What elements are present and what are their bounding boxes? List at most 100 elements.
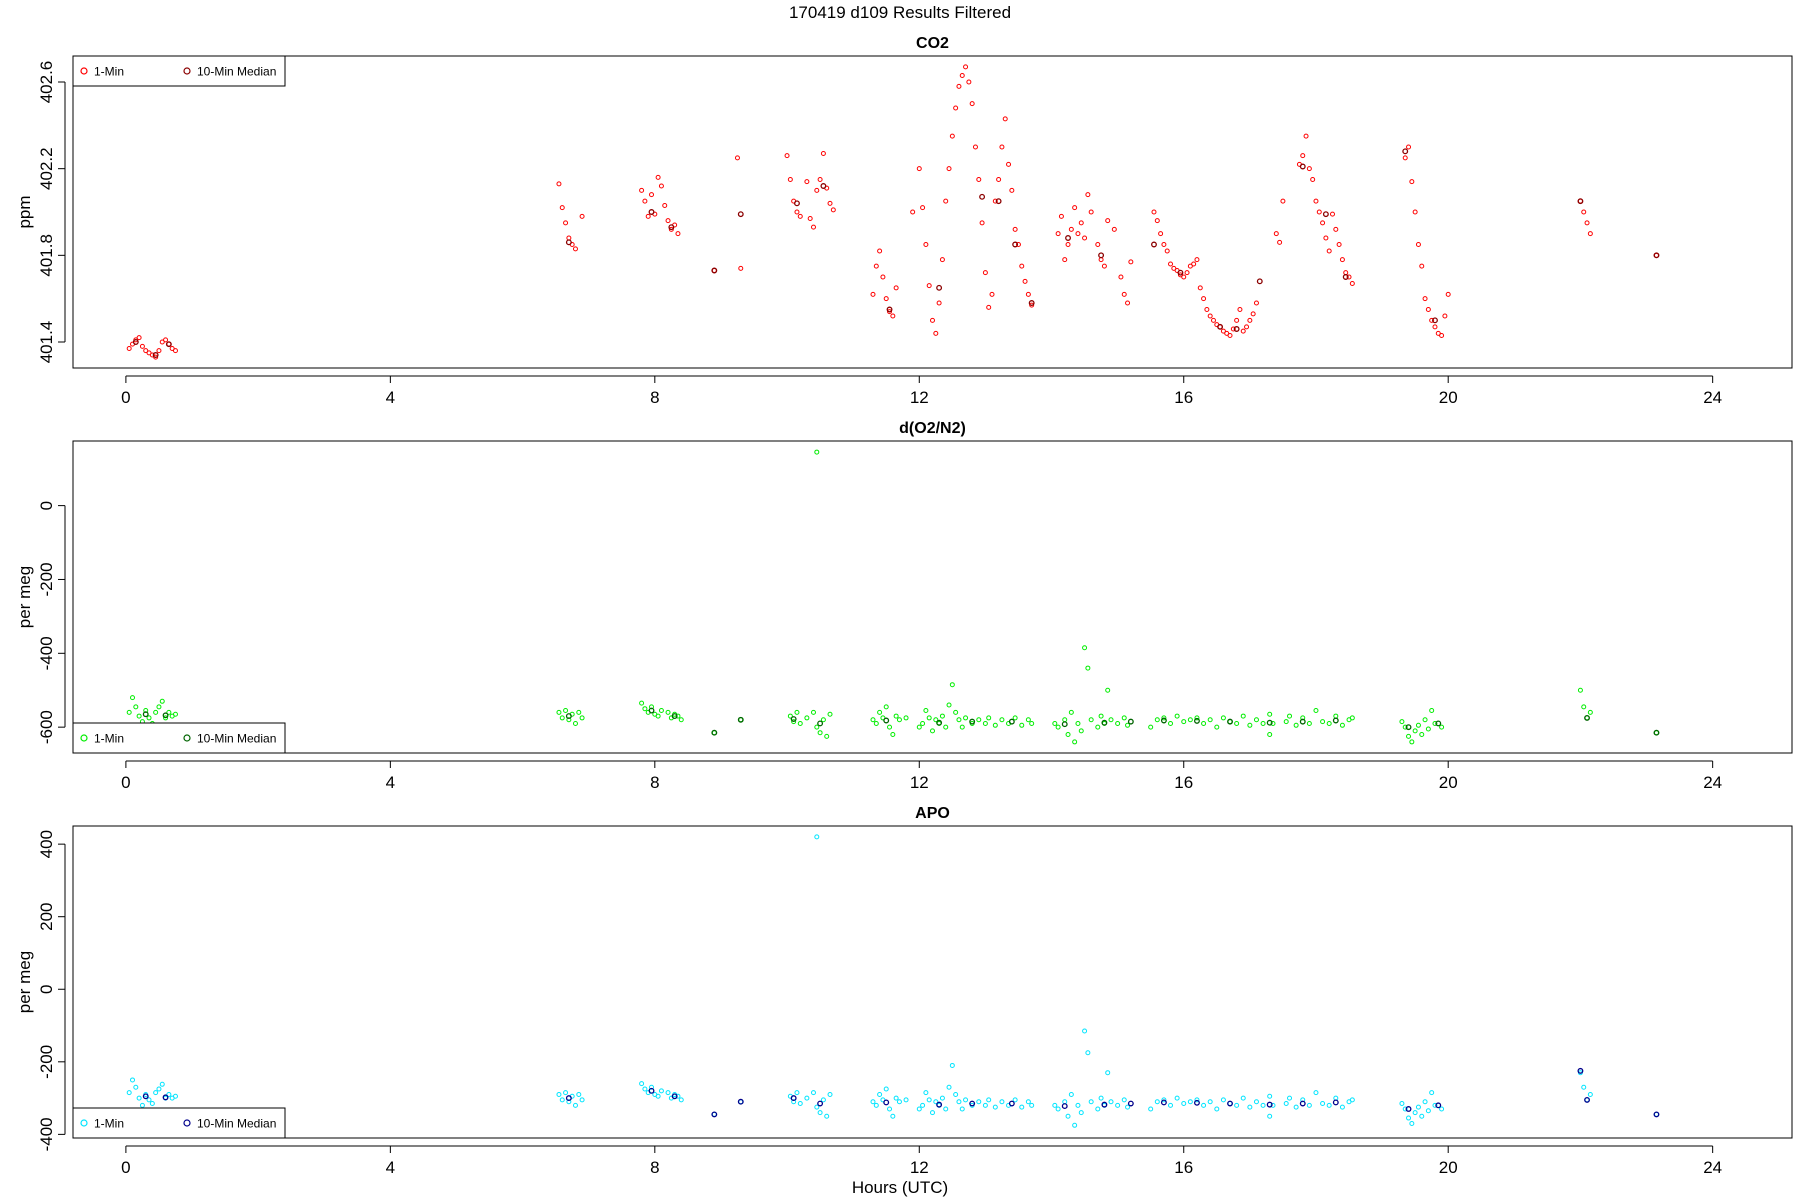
apo-1-min-point [658, 1088, 664, 1094]
apo-y-axis-label: per meg [15, 951, 34, 1013]
o2n2-legend-marker-10-min-median [183, 734, 191, 742]
apo-1-min-point [1168, 1102, 1174, 1108]
apo-legend-box [72, 1107, 286, 1139]
o2n2-1-min-point [1247, 722, 1253, 728]
co2-1-min-point [996, 177, 1002, 182]
o2n2-1-min-point [1148, 724, 1154, 730]
co2-panel: CO2 0 4 8 12 16 20 24 401.4 401.8 402.2 402.6 ppm 1-M… [15, 35, 1793, 407]
co2-1-min-point [1412, 209, 1418, 215]
o2n2-1-min-point [1260, 720, 1266, 726]
co2-1-min-point [1244, 324, 1250, 330]
apo-1-min-point [579, 1097, 585, 1103]
co2-1-min-point [916, 166, 922, 172]
apo-1-min-point [642, 1086, 648, 1092]
co2-1-min-point [126, 346, 132, 351]
co2-1-min-point [1194, 257, 1200, 263]
o2n2-1-min-point [1207, 717, 1213, 723]
o2n2-1-min-point [797, 720, 803, 726]
o2n2-y-tick-label: -600 [37, 710, 56, 744]
o2n2-1-min-point [1098, 713, 1104, 719]
co2-legend: 1-Min 10-Min Median [72, 55, 286, 87]
co2-10-min-median-point [1653, 252, 1660, 259]
o2n2-1-min-point [1425, 726, 1431, 732]
apo-1-min-point [678, 1097, 684, 1103]
o2n2-1-min-point [1313, 708, 1319, 714]
co2-1-min-point [883, 296, 889, 302]
co2-1-min-point [1088, 209, 1094, 215]
apo-1-min-point [976, 1099, 982, 1105]
co2-y-tick-label: 401.4 [37, 321, 56, 364]
apo-1-min-point [963, 1097, 969, 1103]
apo-1-min-point [1108, 1099, 1114, 1105]
o2n2-1-min-point [130, 695, 136, 701]
o2n2-1-min-point [1415, 722, 1421, 728]
co2-1-min-point [1227, 333, 1233, 338]
co2-1-min-point [787, 177, 793, 182]
o2n2-1-min-point [873, 720, 879, 726]
co2-1-min-point [1349, 281, 1355, 286]
o2n2-1-min-point [563, 708, 569, 714]
o2n2-1-min-point [963, 715, 969, 721]
o2n2-1-min-point [159, 698, 165, 704]
co2-1-min-point [830, 207, 836, 213]
apo-10-min-median-point [737, 1098, 744, 1105]
apo-10-min-median-point [648, 1087, 655, 1094]
o2n2-10-min-median-point [1435, 720, 1442, 727]
co2-legend-label-1-min: 1-Min [94, 65, 124, 79]
co2-1-min-point [1105, 218, 1111, 224]
apo-1-min-point [1121, 1097, 1127, 1103]
co2-10-min-median-point [132, 339, 139, 345]
o2n2-1-min-point [814, 449, 820, 455]
co2-1-min-point [804, 179, 810, 185]
apo-x-tick-label: 0 [121, 1158, 130, 1177]
apo-1-min-point [1283, 1101, 1289, 1107]
apo-1-min-point [903, 1097, 909, 1103]
o2n2-1-min-point [655, 713, 661, 719]
apo-1-min-point [1078, 1110, 1084, 1116]
co2-1-min-point [966, 79, 972, 85]
apo-1-min-point [1234, 1102, 1240, 1108]
apo-1-min-point [1085, 1050, 1091, 1056]
apo-1-min-point [1253, 1099, 1259, 1105]
apo-1-min-point [572, 1102, 578, 1108]
o2n2-1-min-point [949, 682, 955, 688]
co2-1-min-point [807, 216, 813, 221]
apo-1-min-point [556, 1091, 562, 1097]
co2-10-min-median-point [820, 183, 827, 189]
co2-10-min-median-point [1256, 278, 1263, 285]
co2-1-min-point [1002, 116, 1008, 122]
co2-1-min-point [156, 348, 162, 354]
co2-1-min-point [1128, 259, 1134, 265]
co2-10-min-median-point [737, 211, 744, 218]
co2-1-min-point [1224, 330, 1230, 336]
apo-10-min-median-point [1008, 1100, 1015, 1107]
o2n2-1-min-point [943, 724, 949, 730]
apo-1-min-point [926, 1097, 932, 1103]
o2n2-1-min-point [939, 713, 945, 719]
co2-1-min-point [1125, 300, 1131, 306]
o2n2-1-min-point [166, 709, 172, 715]
o2n2-10-min-median-point [1584, 714, 1590, 721]
o2n2-10-min-median-point [1653, 729, 1660, 736]
o2n2-x-tick-label: 20 [1439, 773, 1458, 792]
apo-1-min-point [172, 1093, 178, 1099]
o2n2-1-min-point [887, 724, 893, 730]
apo-x-tick-label: 4 [386, 1158, 395, 1177]
apo-1-min-point [1095, 1106, 1101, 1112]
co2-10-min-median-point [668, 224, 675, 231]
apo-1-min-point [1349, 1097, 1355, 1103]
co2-1-min-point [1101, 263, 1107, 269]
o2n2-1-min-point [1121, 715, 1127, 721]
co2-10-min-median-point [995, 198, 1002, 205]
apo-1-min-point [946, 1084, 952, 1090]
co2-10-min-median-point [1065, 235, 1071, 241]
co2-1-min-point [969, 101, 975, 107]
co2-10-min-median-point [1012, 241, 1019, 248]
o2n2-1-min-point [1432, 720, 1438, 726]
o2n2-x-tick-label: 16 [1174, 773, 1193, 792]
apo-1-min-point [916, 1106, 922, 1112]
o2n2-1-min-point [163, 715, 169, 721]
o2n2-x-tick-label: 4 [386, 773, 395, 792]
apo-1-min-point [1399, 1101, 1405, 1107]
